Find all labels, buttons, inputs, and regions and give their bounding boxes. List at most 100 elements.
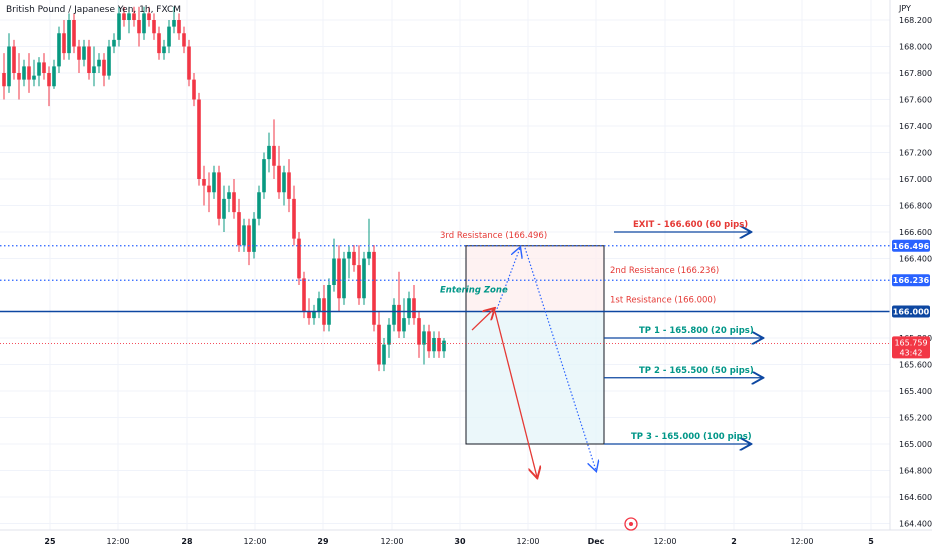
candle-body[interactable] — [137, 20, 141, 34]
candle-body[interactable] — [102, 59, 106, 76]
candle-body[interactable] — [442, 340, 446, 352]
candle-body[interactable] — [142, 13, 146, 34]
candle-body[interactable] — [402, 318, 406, 332]
candle-body[interactable] — [42, 62, 46, 73]
candles[interactable] — [2, 6, 446, 372]
candle-body[interactable] — [27, 66, 31, 80]
candle-body[interactable] — [422, 331, 426, 345]
candle-body[interactable] — [82, 46, 86, 60]
candle-body[interactable] — [12, 46, 16, 74]
candle-body[interactable] — [67, 20, 71, 54]
candle-body[interactable] — [362, 258, 366, 299]
candle-body[interactable] — [282, 172, 286, 193]
bar-countdown: 43:42 — [899, 348, 922, 357]
candle-body[interactable] — [432, 338, 436, 352]
candle-body[interactable] — [147, 13, 151, 20]
candle-body[interactable] — [412, 298, 416, 319]
candle-body[interactable] — [317, 298, 321, 312]
candle-body[interactable] — [312, 311, 316, 319]
candle-body[interactable] — [392, 304, 396, 325]
candle-body[interactable] — [132, 13, 136, 20]
symbol-title[interactable]: British Pound / Japanese Yen, 1h, FXCM — [6, 5, 182, 15]
candle-body[interactable] — [307, 311, 311, 319]
candle-body[interactable] — [197, 99, 201, 180]
candle-body[interactable] — [407, 298, 411, 319]
candle-body[interactable] — [377, 324, 381, 365]
target-icon[interactable] — [624, 517, 638, 531]
candle-body[interactable] — [232, 192, 236, 213]
candle-body[interactable] — [212, 172, 216, 193]
candle-body[interactable] — [337, 258, 341, 299]
candle-body[interactable] — [72, 20, 76, 47]
candle-body[interactable] — [382, 344, 386, 365]
candle-body[interactable] — [172, 20, 176, 27]
candle-body[interactable] — [32, 75, 36, 80]
candle-body[interactable] — [242, 225, 246, 246]
candle-body[interactable] — [192, 79, 196, 100]
candle-body[interactable] — [7, 46, 11, 87]
time-axis[interactable]: 25 12:00 28 12:00 29 12:00 30 12:00 Dec 12:00 2 12:… — [0, 517, 932, 550]
candle-body[interactable] — [167, 26, 171, 47]
candle-body[interactable] — [47, 73, 51, 87]
candle-body[interactable] — [37, 62, 41, 76]
candle-body[interactable] — [302, 278, 306, 312]
candle-body[interactable] — [92, 66, 96, 73]
candle-body[interactable] — [427, 331, 431, 352]
entry-arrow-up[interactable] — [471, 309, 494, 331]
candle-body[interactable] — [267, 145, 271, 160]
candle-body[interactable] — [117, 13, 121, 40]
candle-body[interactable] — [182, 33, 186, 47]
candle-body[interactable] — [177, 20, 181, 34]
r2-label: 2nd Resistance (166.236) — [610, 266, 719, 276]
candle-body[interactable] — [272, 145, 276, 166]
candle-body[interactable] — [162, 46, 166, 54]
candle-body[interactable] — [87, 46, 91, 74]
scenario-arrow-up[interactable] — [496, 248, 520, 310]
candle-body[interactable] — [207, 185, 211, 193]
candle-body[interactable] — [387, 324, 391, 345]
candle-body[interactable] — [367, 251, 371, 259]
candle-body[interactable] — [22, 66, 26, 80]
candle-body[interactable] — [342, 258, 346, 299]
candle-body[interactable] — [17, 73, 21, 80]
candle-body[interactable] — [297, 238, 301, 279]
candle-body[interactable] — [107, 46, 111, 76]
candle-body[interactable] — [112, 39, 116, 47]
candle-body[interactable] — [152, 20, 156, 34]
candle-body[interactable] — [397, 304, 401, 332]
candle-body[interactable] — [252, 218, 256, 252]
candle-body[interactable] — [97, 59, 101, 67]
candle-body[interactable] — [127, 13, 131, 20]
candle-body[interactable] — [262, 159, 266, 193]
candle-body[interactable] — [77, 46, 81, 60]
candle-body[interactable] — [202, 179, 206, 186]
candle-body[interactable] — [287, 172, 291, 199]
candle-body[interactable] — [372, 251, 376, 325]
candle-body[interactable] — [187, 46, 191, 80]
candle-body[interactable] — [62, 33, 66, 54]
candle-body[interactable] — [2, 73, 6, 87]
candle-body[interactable] — [292, 198, 296, 239]
candle-body[interactable] — [57, 33, 61, 67]
candle-body[interactable] — [347, 251, 351, 259]
drawings[interactable]: 3rd Resistance (166.496) 2nd Resistance (… — [440, 220, 762, 477]
candle-body[interactable] — [52, 66, 56, 87]
candle-body[interactable] — [327, 285, 331, 325]
candle-body[interactable] — [157, 33, 161, 54]
candle-body[interactable] — [122, 13, 126, 20]
candle-body[interactable] — [357, 265, 361, 299]
candle-body[interactable] — [237, 212, 241, 246]
scenario-arrow-down[interactable] — [524, 247, 596, 471]
candle-body[interactable] — [247, 225, 251, 252]
candle-body[interactable] — [437, 338, 441, 352]
drop-arrow-down[interactable] — [494, 311, 537, 478]
candle-body[interactable] — [417, 318, 421, 345]
candle-body[interactable] — [332, 258, 336, 286]
candle-body[interactable] — [352, 251, 356, 266]
candle-body[interactable] — [222, 198, 226, 219]
candle-body[interactable] — [257, 192, 261, 219]
candle-body[interactable] — [277, 165, 281, 193]
candle-body[interactable] — [227, 192, 231, 199]
candle-body[interactable] — [217, 172, 221, 219]
